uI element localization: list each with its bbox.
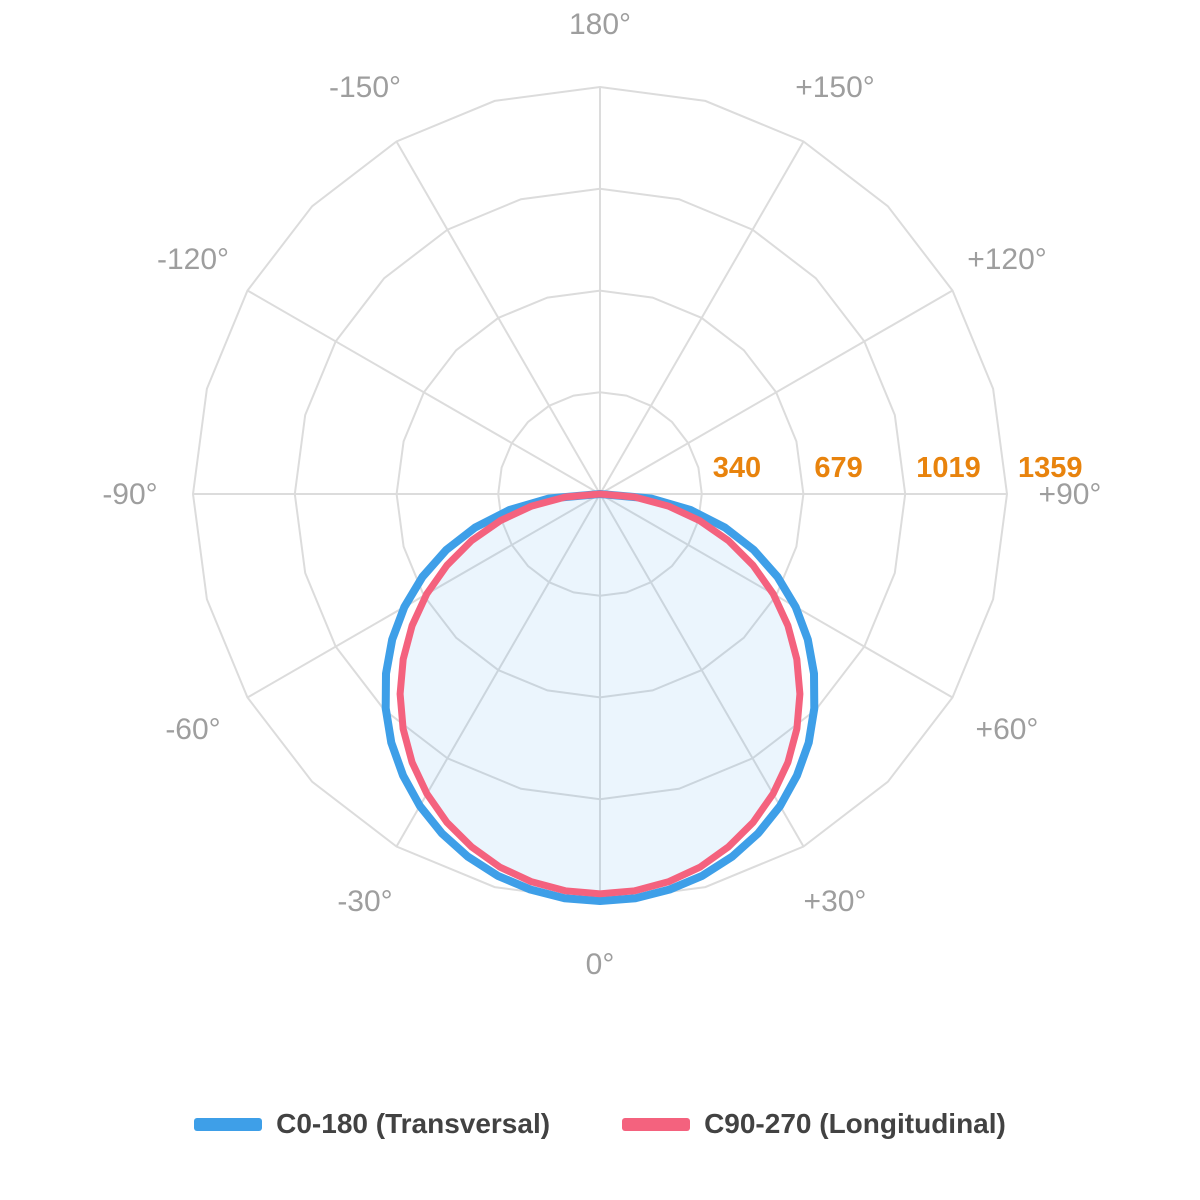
angle-label-180: 180° <box>569 8 631 41</box>
curve-c0-180-transversal <box>381 490 819 905</box>
angle-label-0: 0° <box>586 948 615 981</box>
legend-label-c0-180: C0-180 (Transversal) <box>276 1108 551 1139</box>
angle-label--90: -90° <box>102 478 157 511</box>
curve-c90-270-longitudinal <box>396 490 804 898</box>
radial-tick-label-1359: 1359 <box>1018 452 1083 484</box>
grid-spoke-30 <box>599 493 805 847</box>
legend-label-c90-270: C90-270 (Longitudinal) <box>704 1108 1006 1139</box>
grid-spoke--150 <box>395 141 601 495</box>
radial-tick-label-340: 340 <box>713 452 761 484</box>
grid-spoke-150 <box>599 141 805 495</box>
radial-tick-label-679: 679 <box>814 452 862 484</box>
legend-swatch-c90-270 <box>622 1117 691 1131</box>
legend-swatch-c0-180 <box>194 1117 263 1131</box>
angle-label-150: +150° <box>795 71 875 104</box>
angle-label--150: -150° <box>329 71 401 104</box>
angle-label-60: +60° <box>976 713 1039 746</box>
legend-item-c90-270[interactable]: C90-270 (Longitudinal) <box>622 1108 1006 1140</box>
polar-chart: 340 679 1019 1359 0° +30° +60° +90° +120° +150° 18… <box>102 8 1102 981</box>
chart-legend: C0-180 (Transversal) C90-270 (Longitudin… <box>0 1100 1200 1148</box>
angle-label--60: -60° <box>165 713 220 746</box>
legend-item-c0-180[interactable]: C0-180 (Transversal) <box>194 1108 550 1140</box>
grid-spoke-120 <box>599 289 953 495</box>
angle-label-30: +30° <box>804 885 867 918</box>
angle-label--120: -120° <box>157 243 229 276</box>
angle-label-90: +90° <box>1039 478 1102 511</box>
angle-label--30: -30° <box>337 885 392 918</box>
angle-label-120: +120° <box>967 243 1047 276</box>
grid-spoke--120 <box>247 289 601 495</box>
grid-spoke--30 <box>395 493 601 847</box>
radial-tick-label-1019: 1019 <box>916 452 981 484</box>
